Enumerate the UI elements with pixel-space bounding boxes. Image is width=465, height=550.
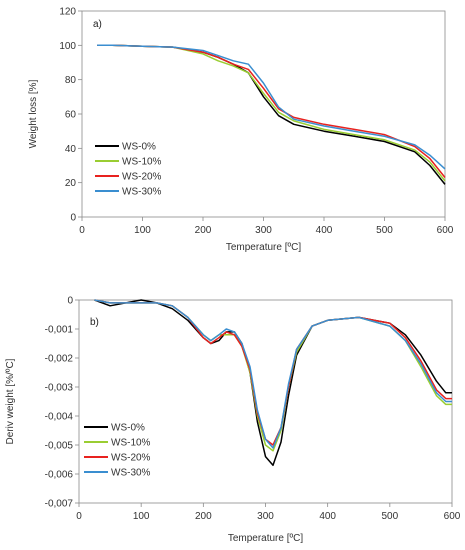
x-tick-label: 500 <box>376 225 393 236</box>
legend-label: WS-20% <box>122 172 162 183</box>
y-tick-label: 0 <box>67 296 73 307</box>
x-tick-label: 400 <box>316 225 333 236</box>
legend-label: WS-30% <box>111 468 151 479</box>
x-tick-label: 300 <box>255 225 272 236</box>
chart-panel-1: 0 100 200 300 400 500 600 0 20 40 60 80 100 120 Temper… <box>28 7 454 254</box>
legend-label: WS-30% <box>122 187 162 198</box>
y-tick-label: -0,005 <box>45 441 74 452</box>
legend-label: WS-0% <box>122 142 156 153</box>
y-axis-label: Weight loss [%] <box>28 79 39 148</box>
x-axis-label: Temperature [ºC] <box>226 242 302 253</box>
y-tick-label: 80 <box>65 75 77 86</box>
y-axis-label: Deriv weight [%/ºC] <box>5 358 16 444</box>
legend: WS-0% WS-10% WS-20% WS-30% <box>95 142 162 198</box>
y-tick-label: -0,004 <box>45 412 74 423</box>
legend-label: WS-10% <box>111 438 151 449</box>
legend-label: WS-0% <box>111 423 145 434</box>
y-tick-label: 20 <box>65 178 77 189</box>
y-tick-label: 40 <box>65 144 77 155</box>
x-axis-label: Temperature [ºC] <box>228 533 304 544</box>
y-tick-label: 60 <box>65 110 77 121</box>
legend: WS-0% WS-10% WS-20% WS-30% <box>84 423 151 479</box>
panel-label: b) <box>90 317 99 328</box>
chart-panel-2: 0 100 200 300 400 500 600 0 -0,001 -0,002 -0,003 -0… <box>5 296 461 545</box>
legend-label: WS-10% <box>122 157 162 168</box>
x-tick-label: 600 <box>444 511 461 522</box>
y-tick-label: -0,003 <box>45 383 74 394</box>
y-tick-label: 120 <box>59 7 76 18</box>
x-tick-label: 400 <box>319 511 336 522</box>
series-line-ws-30pct <box>97 44 446 170</box>
x-tick-label: 0 <box>76 511 82 522</box>
x-tick-label: 100 <box>133 511 150 522</box>
series-line-ws-20pct <box>94 299 452 446</box>
y-tick-label: -0,006 <box>45 470 74 481</box>
series-line-ws-30pct <box>94 299 452 449</box>
panel-label: a) <box>93 19 102 30</box>
y-tick-label: -0,001 <box>45 325 74 336</box>
series-line-ws-10pct <box>94 299 452 452</box>
x-tick-label: 200 <box>195 225 212 236</box>
y-tick-label: 0 <box>70 213 76 224</box>
y-tick-label: -0,002 <box>45 354 74 365</box>
x-tick-label: 0 <box>79 225 85 236</box>
x-tick-label: 500 <box>381 511 398 522</box>
y-tick-label: 100 <box>59 41 76 52</box>
x-tick-label: 600 <box>437 225 454 236</box>
x-tick-label: 200 <box>195 511 212 522</box>
x-tick-label: 300 <box>257 511 274 522</box>
y-tick-label: -0,007 <box>45 499 74 510</box>
x-tick-label: 100 <box>134 225 151 236</box>
legend-label: WS-20% <box>111 453 151 464</box>
